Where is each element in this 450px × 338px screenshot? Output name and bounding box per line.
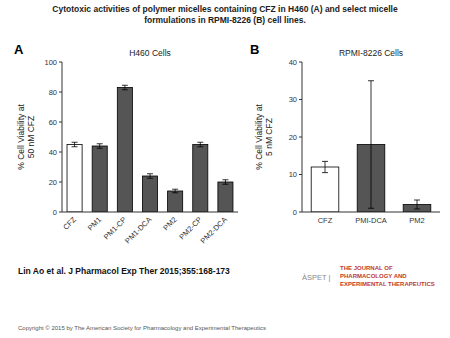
x-tick-label: PM1 bbox=[86, 215, 103, 232]
y-tick bbox=[299, 62, 302, 63]
bar bbox=[311, 167, 339, 212]
y-tick bbox=[59, 92, 62, 93]
y-tick bbox=[299, 174, 302, 175]
y-tick-label: 60 bbox=[49, 118, 57, 127]
y-tick-label: 40 bbox=[289, 58, 297, 67]
error-bar bbox=[222, 180, 228, 185]
error-bar bbox=[147, 174, 153, 179]
x-tick-label: PM1-DCA bbox=[123, 215, 153, 245]
x-axis bbox=[302, 212, 440, 213]
bar bbox=[168, 191, 183, 212]
x-tick-label: PM2 bbox=[161, 215, 178, 232]
bar bbox=[193, 145, 208, 213]
panel-title: H460 Cells bbox=[129, 48, 171, 58]
y-tick bbox=[299, 99, 302, 100]
y-tick-label: 100 bbox=[44, 58, 57, 67]
figure-title: Cytotoxic activities of polymer micelles… bbox=[52, 4, 398, 25]
y-tick bbox=[59, 182, 62, 183]
panel: 0 10 20 30 40 CFZ PMI-DCA PM2 % Cell Viability a… bbox=[250, 42, 440, 225]
y-tick-label: 30 bbox=[289, 95, 297, 104]
x-tick-label: PM2-DCA bbox=[199, 215, 229, 245]
y-tick-label: 20 bbox=[49, 178, 57, 187]
error-bar bbox=[172, 189, 178, 193]
x-tick-label: PMI-DCA bbox=[355, 216, 387, 225]
y-tick-label: 20 bbox=[289, 133, 297, 142]
bars bbox=[311, 81, 431, 212]
x-tick-label: PM2 bbox=[409, 216, 424, 225]
error-bar bbox=[97, 144, 103, 149]
error-bar bbox=[322, 161, 328, 172]
panel-title: RPMI-8226 Cells bbox=[339, 48, 403, 58]
y-tick bbox=[299, 137, 302, 138]
error-bar bbox=[197, 142, 203, 147]
y-tick-label: 40 bbox=[49, 148, 57, 157]
y-axis bbox=[62, 62, 63, 212]
x-axis bbox=[62, 212, 238, 213]
figure: Cytotoxic activities of polymer micelles… bbox=[0, 0, 450, 338]
bars bbox=[67, 85, 233, 212]
panel-letter: A bbox=[14, 42, 24, 57]
y-tick bbox=[59, 152, 62, 153]
x-tick-label: CFZ bbox=[61, 215, 78, 232]
error-bar bbox=[414, 200, 420, 209]
journal-logo: THE JOURNAL OFPHARMACOLOGY ANDEXPERIMENT… bbox=[340, 265, 435, 287]
footnote: Lin Ao et al. J Pharmacol Exp Ther 2015;… bbox=[18, 266, 230, 276]
y-tick bbox=[299, 212, 302, 213]
error-bar bbox=[368, 81, 374, 209]
x-tick-label: CFZ bbox=[318, 216, 333, 225]
copyright: Copyright © 2015 by The American Society… bbox=[18, 325, 266, 331]
y-tick bbox=[59, 212, 62, 213]
panel-letter: B bbox=[250, 42, 259, 57]
y-axis-label: % Cell Viability at5 nM CFZ bbox=[254, 104, 274, 170]
y-tick bbox=[59, 62, 62, 63]
error-bar bbox=[72, 142, 78, 147]
y-tick-label: 0 bbox=[53, 208, 57, 217]
brand-mark: ÀSPET | bbox=[302, 273, 331, 282]
bar bbox=[142, 176, 157, 212]
bar bbox=[92, 146, 107, 212]
bar bbox=[67, 145, 82, 213]
y-tick-label: 10 bbox=[289, 170, 297, 179]
y-tick-label: 80 bbox=[49, 88, 57, 97]
error-bar bbox=[122, 85, 128, 90]
y-tick bbox=[59, 122, 62, 123]
y-tick-label: 0 bbox=[293, 208, 297, 217]
panel: 020406080100CFZPM1PM1-CPPM1-DCAPM2PM2-CP… bbox=[14, 42, 238, 245]
bar bbox=[218, 182, 233, 212]
y-axis-label: % Cell Viability at50 nM CFZ bbox=[16, 104, 36, 170]
bar bbox=[117, 88, 132, 213]
